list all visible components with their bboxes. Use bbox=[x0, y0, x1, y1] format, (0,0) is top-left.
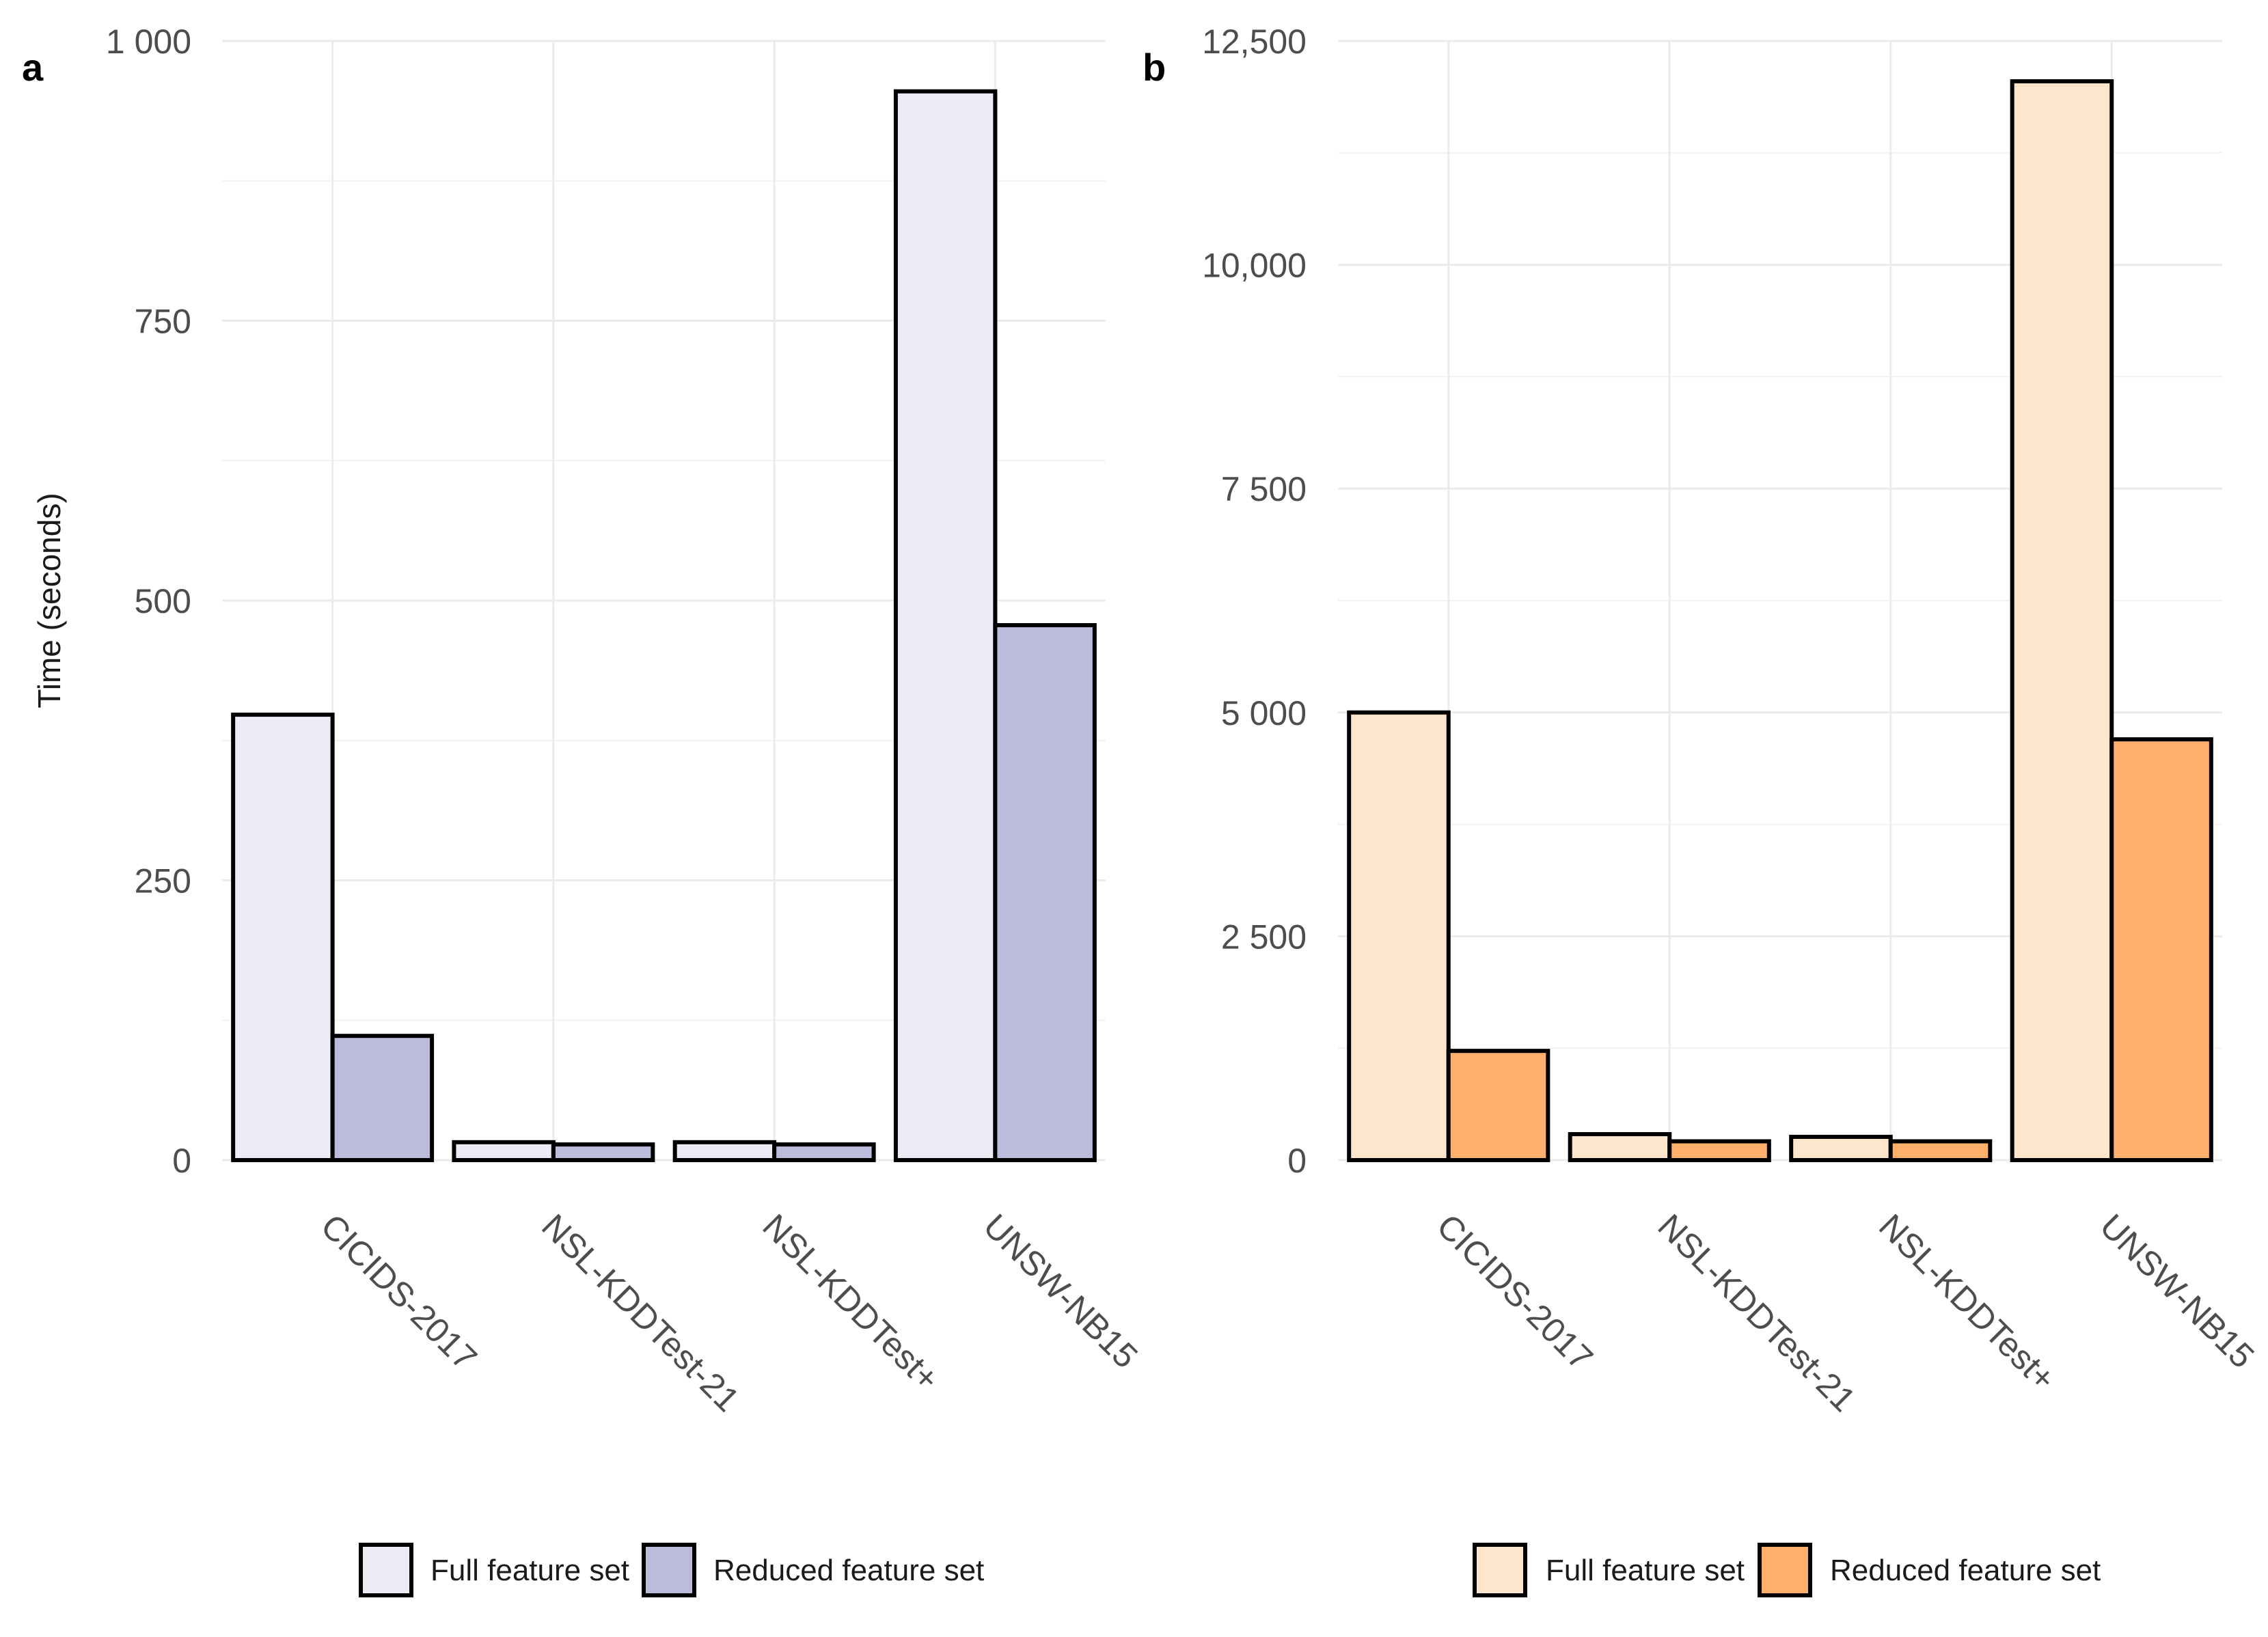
bar-full-nsl-kddtest-21 bbox=[452, 1140, 556, 1162]
bar-full-nsl-kddtest- bbox=[672, 1140, 777, 1162]
bar-full-nsl-kddtest-21 bbox=[1568, 1131, 1672, 1163]
y-tick-label: 250 bbox=[135, 862, 191, 900]
legend-swatch-full bbox=[1473, 1543, 1527, 1597]
y-tick-label: 750 bbox=[135, 303, 191, 341]
bar-reduced-nsl-kddtest- bbox=[772, 1142, 876, 1162]
panel-tag: b bbox=[1143, 46, 1166, 89]
x-tick-label: CICIDS-2017 bbox=[314, 1207, 484, 1377]
x-tick-label: UNSW-NB15 bbox=[2092, 1207, 2261, 1375]
y-tick-label: 1 000 bbox=[106, 23, 191, 61]
y-tick-label: 10,000 bbox=[1202, 247, 1307, 285]
x-tick-label: NSL-KDDTest-21 bbox=[1650, 1207, 1863, 1419]
bar-reduced-unsw-nb15 bbox=[2109, 737, 2213, 1163]
bar-reduced-cicids-2017 bbox=[1446, 1049, 1550, 1163]
legend-swatch-reduced bbox=[642, 1543, 696, 1597]
legend-label-reduced: Reduced feature set bbox=[1830, 1554, 2101, 1587]
legend-label-full: Full feature set bbox=[1546, 1554, 1745, 1587]
x-tick-label: NSL-KDDTest-21 bbox=[534, 1207, 747, 1419]
y-tick-label: 500 bbox=[135, 582, 191, 620]
y-tick-label: 12,500 bbox=[1202, 23, 1307, 61]
x-tick-label: CICIDS-2017 bbox=[1430, 1207, 1600, 1377]
bar-reduced-nsl-kddtest-21 bbox=[1667, 1139, 1771, 1162]
bar-reduced-cicids-2017 bbox=[330, 1034, 435, 1162]
bar-full-unsw-nb15 bbox=[2010, 79, 2114, 1162]
legend-swatch-full bbox=[359, 1543, 413, 1597]
panel-tag: a bbox=[22, 46, 44, 89]
legend-label-reduced: Reduced feature set bbox=[713, 1554, 984, 1587]
legend-label-full: Full feature set bbox=[431, 1554, 629, 1587]
bar-full-cicids-2017 bbox=[231, 713, 335, 1163]
x-tick-label: NSL-KDDTest+ bbox=[1872, 1207, 2063, 1398]
bar-full-cicids-2017 bbox=[1347, 710, 1451, 1163]
y-tick-label: 7 500 bbox=[1221, 470, 1307, 508]
panel-a: 0 250 500 750 1 000 CICIDS-2017 NSL-KDDTest-21… bbox=[22, 23, 1145, 1597]
x-tick-label: NSL-KDDTest+ bbox=[755, 1207, 946, 1398]
bar-reduced-nsl-kddtest- bbox=[1888, 1139, 1993, 1162]
x-tick-label: UNSW-NB15 bbox=[976, 1207, 1145, 1375]
y-axis-title: Time (seconds) bbox=[31, 493, 67, 708]
y-tick-label: 0 bbox=[1287, 1142, 1307, 1180]
y-tick-label: 5 000 bbox=[1221, 694, 1307, 732]
bar-full-unsw-nb15 bbox=[893, 89, 998, 1163]
bar-reduced-nsl-kddtest-21 bbox=[551, 1142, 655, 1162]
bar-full-nsl-kddtest- bbox=[1789, 1134, 1893, 1162]
panel-b: 0 2 500 5 000 7 500 10,000 12,500 CICIDS-2017 N… bbox=[1143, 23, 2262, 1597]
y-tick-label: 0 bbox=[172, 1142, 191, 1180]
bar-reduced-unsw-nb15 bbox=[993, 623, 1097, 1162]
legend-swatch-reduced bbox=[1758, 1543, 1812, 1597]
y-tick-label: 2 500 bbox=[1221, 918, 1307, 956]
